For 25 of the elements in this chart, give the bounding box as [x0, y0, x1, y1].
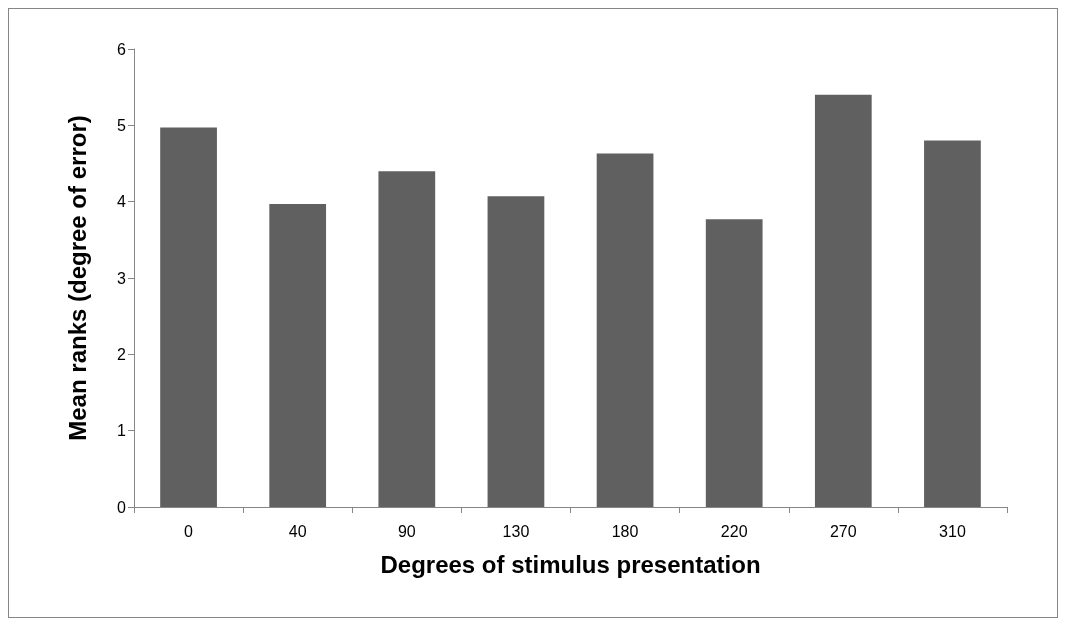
bar — [378, 171, 436, 507]
bar — [487, 196, 545, 507]
y-tick-label: 4 — [117, 193, 127, 211]
bar — [596, 153, 654, 507]
bar — [269, 203, 327, 507]
bar — [814, 94, 872, 507]
y-tick-label: 3 — [117, 269, 127, 287]
y-tick-label: 6 — [117, 40, 127, 58]
x-tick-label: 270 — [829, 522, 857, 540]
x-axis-title: Degrees of stimulus presentation — [380, 550, 761, 578]
y-tick-label: 2 — [117, 345, 127, 363]
bar — [705, 219, 763, 507]
y-tick-label: 1 — [117, 422, 127, 440]
y-tick-label: 0 — [117, 498, 127, 516]
x-tick-label: 90 — [397, 522, 416, 540]
x-tick-label: 220 — [720, 522, 748, 540]
x-tick-label: 40 — [288, 522, 307, 540]
x-tick-label: 310 — [939, 522, 966, 540]
y-tick-label: 5 — [117, 116, 127, 134]
y-axis-title: Mean ranks (degree of error) — [63, 115, 91, 441]
x-tick-label: 0 — [184, 522, 194, 540]
x-tick-label: 180 — [611, 522, 639, 540]
x-tick-label: 130 — [502, 522, 530, 540]
bar — [160, 127, 217, 507]
bar — [924, 140, 981, 507]
